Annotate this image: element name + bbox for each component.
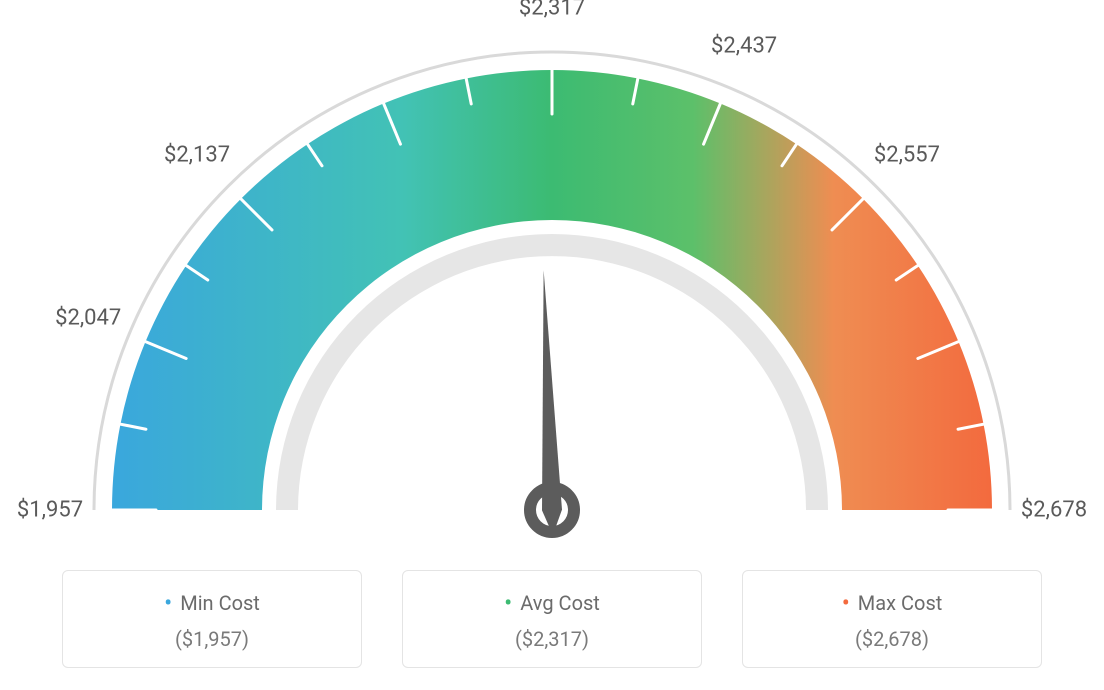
gauge-tick-label: $2,047 [55,305,121,330]
legend-value-avg: ($2,317) [403,627,701,651]
gauge-chart: $1,957 $2,047 $2,137 $2,317 $2,437 $2,557 $2,6… [0,0,1104,560]
gauge-svg [0,0,1104,560]
gauge-tick-label: $2,317 [519,0,585,21]
gauge-tick-label: $2,437 [711,34,777,59]
gauge-tick-label: $2,678 [1021,498,1087,523]
legend-title-avg: Avg Cost [403,589,701,617]
legend-row: Min Cost ($1,957) Avg Cost ($2,317) Max … [0,570,1104,668]
legend-value-max: ($2,678) [743,627,1041,651]
legend-card-avg: Avg Cost ($2,317) [402,570,702,668]
legend-title-max: Max Cost [743,589,1041,617]
gauge-tick-label: $1,957 [17,498,83,523]
legend-card-min: Min Cost ($1,957) [62,570,362,668]
gauge-tick-label: $2,557 [874,143,940,168]
legend-value-min: ($1,957) [63,627,361,651]
gauge-tick-label: $2,137 [164,143,230,168]
legend-card-max: Max Cost ($2,678) [742,570,1042,668]
legend-title-min: Min Cost [63,589,361,617]
